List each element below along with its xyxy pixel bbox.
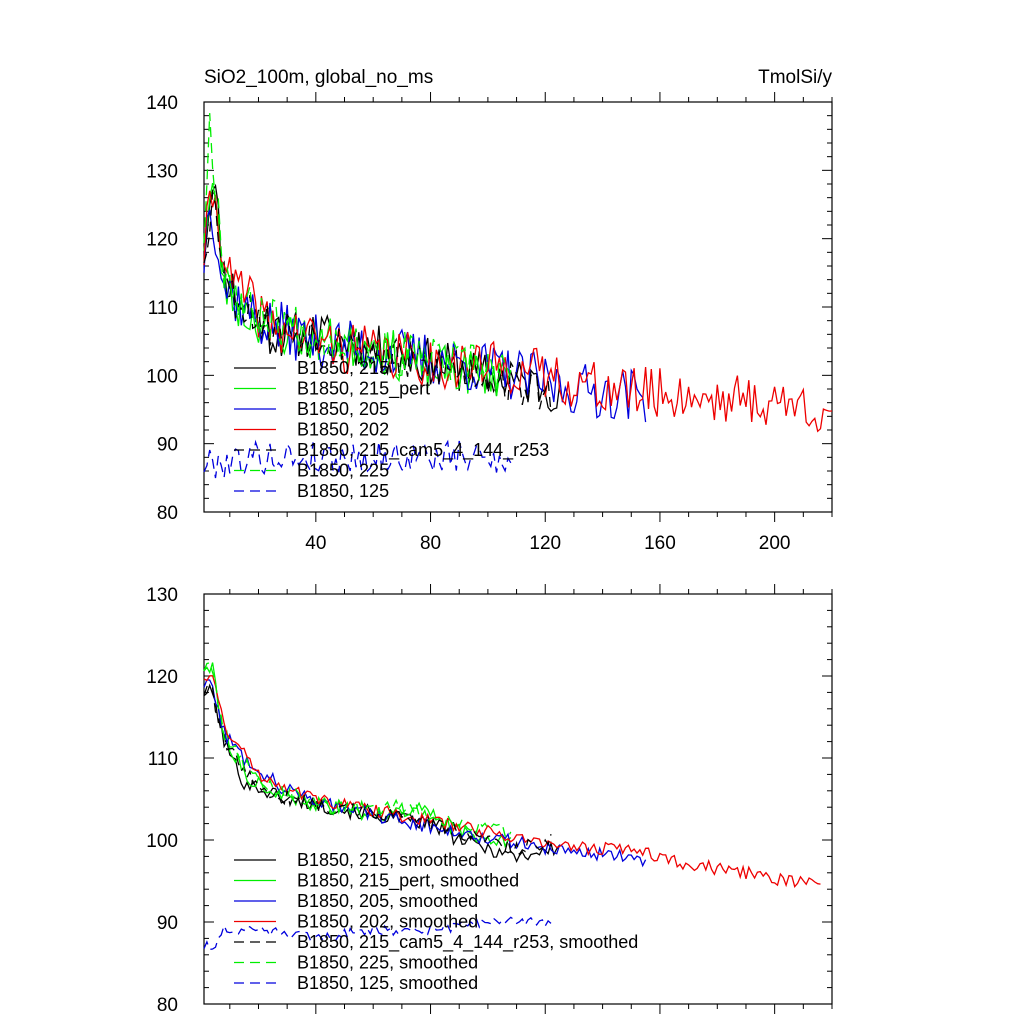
legend-label: B1850, 215_pert, smoothed: [297, 871, 519, 892]
series-line: [203, 662, 512, 849]
y-tick-label: 100: [146, 831, 178, 852]
legend-label: B1850, 215, smoothed: [297, 850, 478, 870]
series-line: [203, 182, 512, 397]
series-line: [203, 113, 512, 390]
y-tick-label: 90: [157, 435, 178, 456]
y-tick-label: 80: [157, 503, 178, 524]
legend-label: B1850, 205, smoothed: [297, 891, 478, 911]
legend-label: B1850, 225, smoothed: [297, 953, 478, 973]
y-tick-label: 90: [157, 913, 178, 934]
y-tick-label: 120: [146, 667, 178, 688]
legend-label: B1850, 125: [297, 481, 389, 501]
x-tick-label: 120: [529, 533, 561, 554]
y-tick-label: 130: [146, 585, 178, 606]
x-tick-label: 40: [305, 533, 326, 554]
top-panel: 40 80 120 160 200 80 90 100 110 120 130 140 B1850, 2…: [146, 92, 833, 554]
y-tick-label: 100: [146, 366, 178, 387]
legend-label: B1850, 125, smoothed: [297, 973, 478, 993]
legend-label: B1850, 225: [297, 461, 389, 481]
series-line: [203, 209, 647, 423]
units-label: TmolSi/y: [758, 67, 832, 88]
series-line: [203, 683, 561, 863]
series-line: [203, 191, 552, 414]
y-tick-label: 80: [157, 995, 178, 1016]
legend-label: B1850, 202: [297, 420, 389, 440]
y-tick-label: 110: [148, 749, 178, 770]
x-tick-label: 80: [420, 533, 441, 554]
legend-label: B1850, 215_cam5_4_144_r253, smoothed: [297, 932, 638, 953]
legend-label: B1850, 202, smoothed: [297, 912, 478, 932]
series-line: [203, 916, 552, 951]
y-tick-label: 130: [146, 161, 178, 182]
plot-frame: [203, 593, 833, 1005]
series-line: [203, 675, 821, 888]
x-tick-label: 160: [644, 533, 676, 554]
chart-title: SiO2_100m, global_no_ms: [204, 67, 433, 88]
series-line: [203, 679, 647, 868]
y-tick-label: 120: [146, 230, 178, 251]
series-line: [203, 439, 512, 479]
legend-label: B1850, 215_cam5_4_144_r253: [297, 440, 549, 461]
legend-label: B1850, 205: [297, 399, 389, 419]
legend-label: B1850, 215: [297, 358, 389, 378]
legend-label: B1850, 215_pert: [297, 379, 430, 400]
y-tick-label: 110: [148, 298, 178, 319]
series-line: [203, 190, 833, 433]
series-line: [203, 684, 552, 856]
series-line: [203, 662, 512, 839]
x-tick-label: 200: [759, 533, 791, 554]
y-tick-label: 140: [146, 93, 178, 114]
